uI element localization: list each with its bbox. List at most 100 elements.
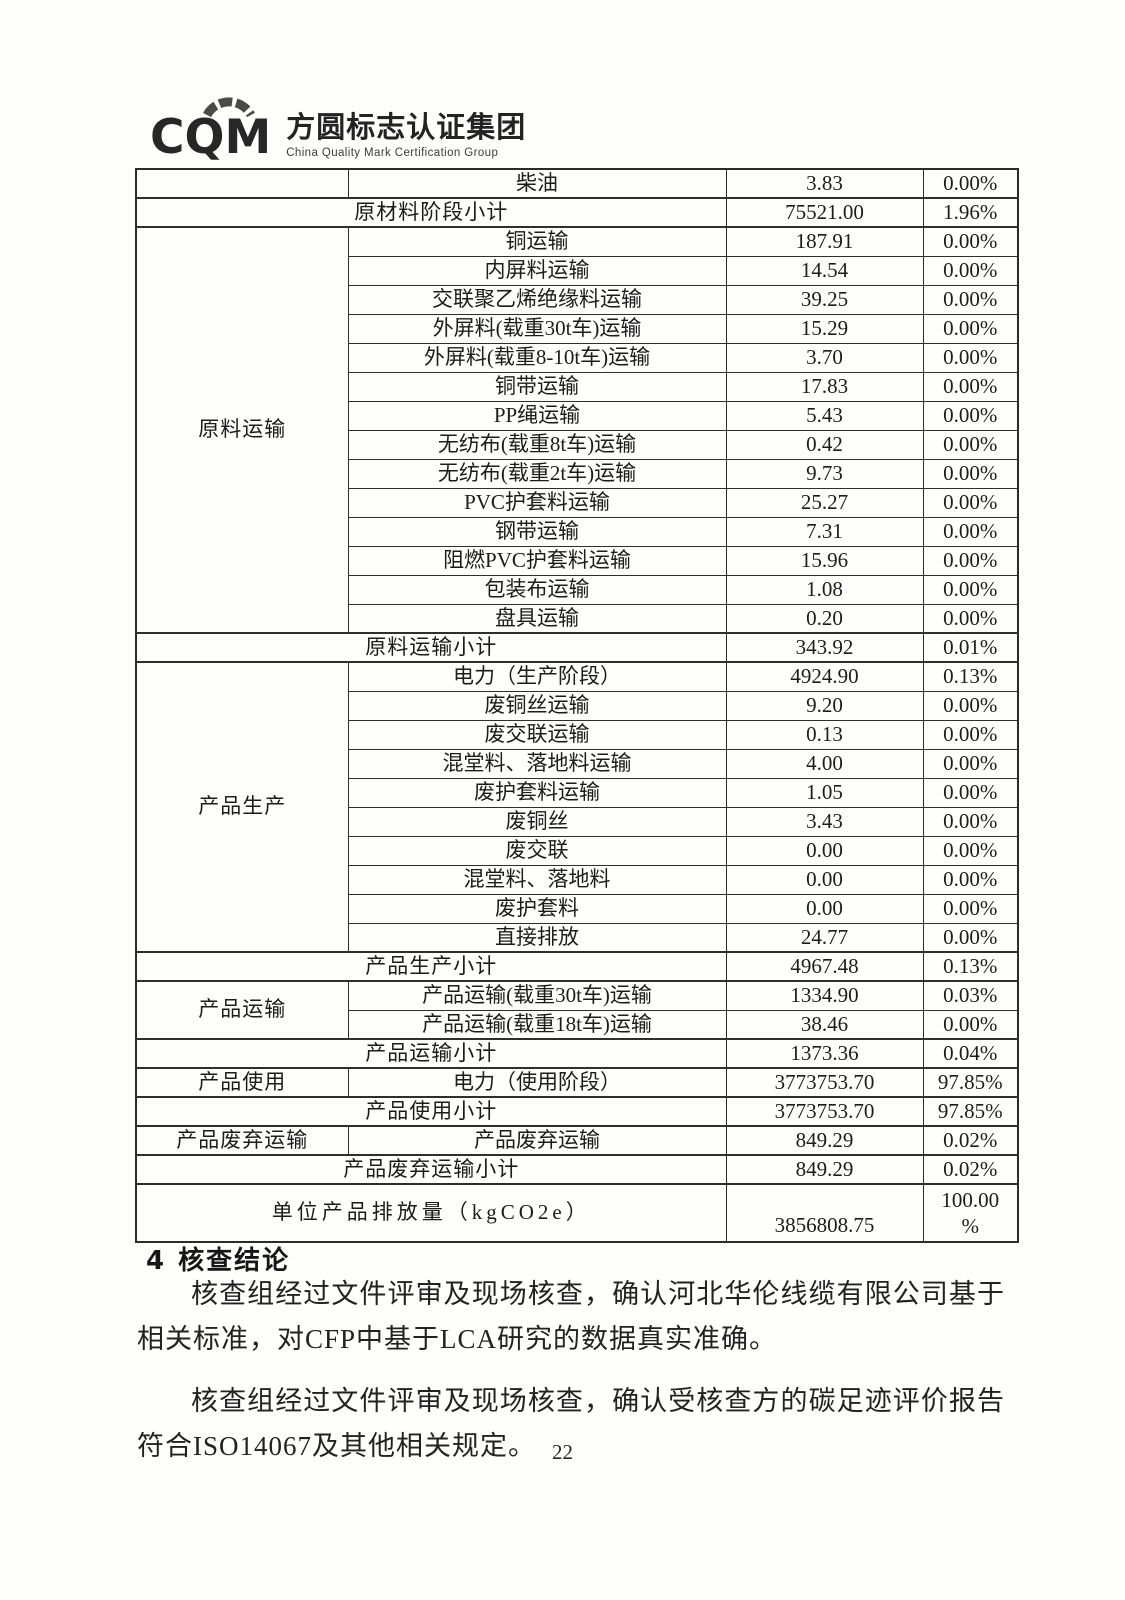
group-cell: 产品使用 xyxy=(135,1067,349,1098)
item-cell: 外屏料(载重30t车)运输 xyxy=(347,313,727,344)
item-cell: 混堂料、落地料运输 xyxy=(347,748,727,779)
percent-cell: 1.96% xyxy=(922,197,1019,228)
percent-cell: 0.00% xyxy=(922,429,1019,460)
percent-cell: 0.00% xyxy=(922,893,1019,924)
percent-cell: 0.00% xyxy=(922,719,1019,750)
item-cell: 内屏料运输 xyxy=(347,255,727,286)
item-cell: 废铜丝 xyxy=(347,806,727,837)
table-row: 废交联运输 0.13 0.00% xyxy=(136,719,1019,750)
value-cell: 0.13 xyxy=(725,719,924,750)
table-row: 产品运输 产品运输(载重30t车)运输 1334.90 0.03% xyxy=(135,980,1019,1040)
item-cell: 混堂料、落地料 xyxy=(347,864,727,895)
item-cell: 废护套料 xyxy=(347,893,727,924)
percent-cell: 0.00% xyxy=(922,922,1019,953)
value-cell: 17.83 xyxy=(725,371,924,402)
item-cell: 柴油 xyxy=(347,168,727,199)
value-cell: 14.54 xyxy=(725,255,924,286)
cqm-logo-text: CQM xyxy=(150,110,272,165)
value-cell: 4.00 xyxy=(725,748,924,779)
percent-cell: 0.00% xyxy=(922,400,1019,431)
value-cell: 0.20 xyxy=(725,603,924,634)
table-row: 产品使用 电力（使用阶段） 3773753.70 97.85% xyxy=(135,1067,1019,1098)
item-cell: 阻燃PVC护套料运输 xyxy=(347,545,727,576)
percent-cell: 0.00% xyxy=(922,284,1019,315)
value-cell: 9.20 xyxy=(725,690,924,721)
value-cell: 187.91 xyxy=(725,226,924,257)
item-cell: 无纺布(载重2t车)运输 xyxy=(347,458,727,489)
percent-cell: 0.00% xyxy=(922,574,1019,605)
percent-cell: 97.85% xyxy=(922,1096,1019,1127)
table-row: 废铜丝 3.43 0.00% xyxy=(136,806,1019,837)
item-cell: 无纺布(载重8t车)运输 xyxy=(347,429,727,460)
value-cell: 15.96 xyxy=(725,545,924,576)
value-cell: 7.31 xyxy=(725,516,924,547)
percent-cell: 0.13% xyxy=(922,661,1019,692)
table-row: 废护套料运输 1.05 0.00% xyxy=(136,777,1019,808)
table-row: 单位产品排放量（kgCO2e） 3856808.75 100.00 % xyxy=(135,1183,1019,1243)
percent-cell: 0.00% xyxy=(922,226,1019,257)
item-cell: 废铜丝运输 xyxy=(347,690,727,721)
table-row: PP绳运输 5.43 0.00% xyxy=(136,400,1019,431)
value-cell: 0.00 xyxy=(725,893,924,924)
value-cell: 3856808.75 xyxy=(725,1183,924,1243)
subtotal-label-cell: 产品生产小计 xyxy=(135,951,727,982)
table-row: 阻燃PVC护套料运输 15.96 0.00% xyxy=(136,545,1019,576)
value-cell: 849.29 xyxy=(725,1125,924,1156)
table-row: 产品生产小计 4967.48 0.13% xyxy=(135,951,1019,982)
value-cell: 1.08 xyxy=(725,574,924,605)
value-cell: 343.92 xyxy=(725,632,924,663)
table-row: 产品运输(载重18t车)运输 38.46 0.00% xyxy=(136,1009,1019,1040)
logo-name-cn: 方圆标志认证集团 xyxy=(286,110,527,144)
percent-cell: 0.00% xyxy=(922,1009,1019,1040)
item-cell: 废交联 xyxy=(347,835,727,866)
percent-cell: 0.02% xyxy=(922,1125,1019,1156)
percent-cell: 0.00% xyxy=(922,255,1019,286)
percent-cell: 0.00% xyxy=(922,806,1019,837)
table-row: 无纺布(载重8t车)运输 0.42 0.00% xyxy=(136,429,1019,460)
item-cell: PP绳运输 xyxy=(347,400,727,431)
subtotal-label-cell: 原料运输小计 xyxy=(135,632,727,663)
group-cell: 产品运输 xyxy=(135,980,349,1040)
percent-cell: 0.01% xyxy=(922,632,1019,663)
group-cell: 原料运输 xyxy=(135,226,349,634)
section-number: 4 xyxy=(146,1246,165,1276)
table-row: 盘具运输 0.20 0.00% xyxy=(136,603,1019,634)
percent-cell: 100.00 % xyxy=(922,1183,1019,1243)
page-number: 22 xyxy=(552,1440,573,1464)
item-cell: 产品运输(载重18t车)运输 xyxy=(347,1009,727,1040)
item-cell: 废护套料运输 xyxy=(347,777,727,808)
table-row: 产品废弃运输小计 849.29 0.02% xyxy=(135,1154,1019,1185)
value-cell: 39.25 xyxy=(725,284,924,315)
table-row: 柴油 3.83 0.00% xyxy=(135,168,1019,199)
cqm-logo: CQM 方圆标志认证集团 China Quality Mark Certific… xyxy=(150,97,527,161)
logo-name-en: China Quality Mark Certification Group xyxy=(286,146,499,159)
item-cell: 外屏料(载重8-10t车)运输 xyxy=(347,342,727,373)
value-cell: 1.05 xyxy=(725,777,924,808)
percent-cell: 0.02% xyxy=(922,1154,1019,1185)
value-cell: 0.00 xyxy=(725,835,924,866)
table-row: 产品使用小计 3773753.70 97.85% xyxy=(135,1096,1019,1127)
value-cell: 75521.00 xyxy=(725,197,924,228)
table-row: 产品运输小计 1373.36 0.04% xyxy=(135,1038,1019,1069)
item-cell: 盘具运输 xyxy=(347,603,727,634)
percent-cell: 0.00% xyxy=(922,777,1019,808)
percent-cell: 0.03% xyxy=(922,980,1019,1011)
percent-cell: 0.00% xyxy=(922,313,1019,344)
value-cell: 3773753.70 xyxy=(725,1067,924,1098)
value-cell: 4967.48 xyxy=(725,951,924,982)
table-row: 产品生产 电力（生产阶段） 4924.90 0.13% xyxy=(135,661,1019,953)
section-title: 核查结论 xyxy=(178,1246,291,1276)
value-cell: 3.70 xyxy=(725,342,924,373)
value-cell: 1334.90 xyxy=(725,980,924,1011)
item-cell: 废交联运输 xyxy=(347,719,727,750)
percent-cell: 0.00% xyxy=(922,690,1019,721)
value-cell: 3773753.70 xyxy=(725,1096,924,1127)
subtotal-label-cell: 产品废弃运输小计 xyxy=(135,1154,727,1185)
table-row: 内屏料运输 14.54 0.00% xyxy=(136,255,1019,286)
percent-cell: 0.00% xyxy=(922,748,1019,779)
table-row: 无纺布(载重2t车)运输 9.73 0.00% xyxy=(136,458,1019,489)
table-row: 交联聚乙烯绝缘料运输 39.25 0.00% xyxy=(136,284,1019,315)
value-cell: 38.46 xyxy=(725,1009,924,1040)
percent-cell: 0.13% xyxy=(922,951,1019,982)
value-cell: 25.27 xyxy=(725,487,924,518)
